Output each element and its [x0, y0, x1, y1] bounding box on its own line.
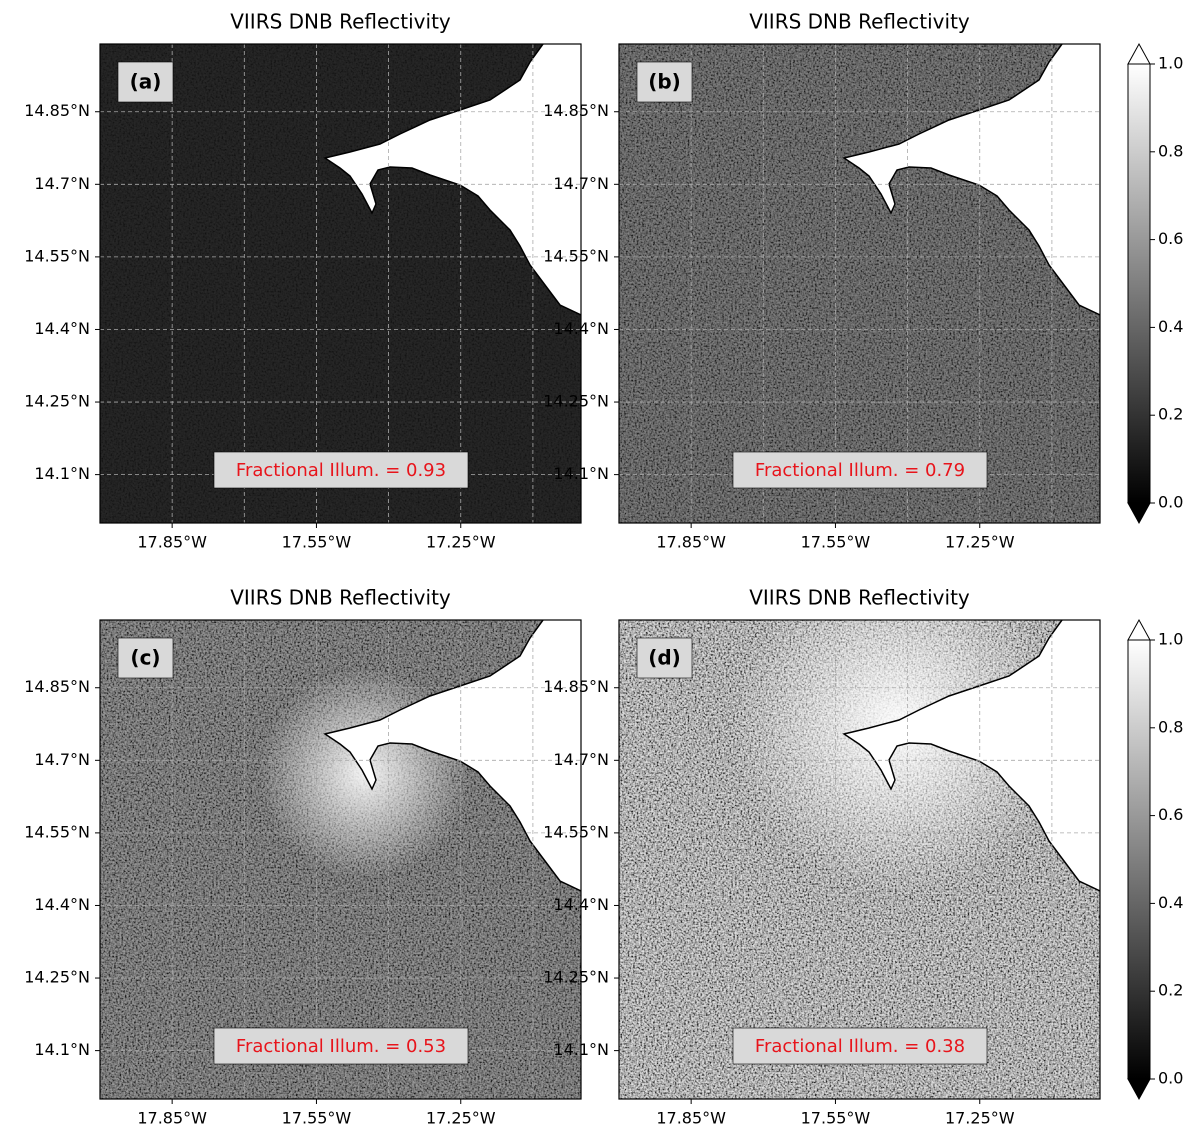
- annotation: Fractional Illum. = 0.79: [755, 460, 965, 481]
- x-tick-label: 17.25°W: [945, 533, 1015, 552]
- x-tick-label: 17.55°W: [282, 533, 352, 552]
- colorbar-tick-label: 0.8: [1158, 141, 1183, 160]
- y-tick-label: 14.1°N: [34, 464, 90, 483]
- map-panel: VIIRS DNB Reflectivity (c) Fractional Illu…: [24, 586, 582, 1128]
- panel-title: VIIRS DNB Reflectivity: [230, 10, 451, 34]
- panel-frame: [99, 43, 582, 524]
- colorbar-tick-label: 1.0: [1158, 630, 1183, 649]
- y-tick-label: 14.55°N: [24, 822, 90, 841]
- y-tick-label: 14.7°N: [553, 174, 609, 193]
- colorbar-tick-label: 0.6: [1158, 229, 1183, 248]
- y-tick-label: 14.1°N: [34, 1040, 90, 1059]
- reflectivity-image: [619, 44, 1100, 523]
- annotation-box: [213, 1027, 469, 1065]
- x-tick-label: 17.25°W: [945, 1109, 1015, 1128]
- y-tick-label: 14.25°N: [24, 968, 90, 987]
- reflectivity-image: [619, 620, 1100, 1099]
- y-tick-label: 14.25°N: [543, 968, 609, 987]
- y-tick-label: 14.85°N: [24, 677, 90, 696]
- y-tick-label: 14.1°N: [553, 1040, 609, 1059]
- coastline: [842, 44, 1100, 316]
- y-tick-label: 14.4°N: [34, 319, 90, 338]
- panel-label-box: [636, 61, 693, 103]
- panel-frame: [618, 43, 1101, 524]
- map-panel: VIIRS DNB Reflectivity (d) Fractional Illu…: [543, 586, 1101, 1128]
- colorbar-tick-label: 0.0: [1158, 493, 1183, 512]
- panel-label-box: [636, 637, 693, 679]
- panel-title: VIIRS DNB Reflectivity: [230, 586, 451, 610]
- panel-label: (b): [648, 70, 681, 94]
- annotation-box: [213, 451, 469, 489]
- colorbar-tick-label: 0.2: [1158, 981, 1183, 1000]
- y-tick-label: 14.7°N: [34, 750, 90, 769]
- x-tick-label: 17.25°W: [426, 1109, 496, 1128]
- y-tick-label: 14.1°N: [553, 464, 609, 483]
- coastline: [323, 620, 581, 892]
- y-tick-label: 14.7°N: [34, 174, 90, 193]
- x-tick-label: 17.55°W: [801, 1109, 871, 1128]
- y-tick-label: 14.85°N: [24, 101, 90, 120]
- panel-label: (a): [130, 70, 162, 94]
- x-tick-label: 17.85°W: [137, 1109, 207, 1128]
- y-tick-label: 14.7°N: [553, 750, 609, 769]
- colorbar-gradient: [1128, 640, 1150, 1079]
- x-tick-label: 17.55°W: [801, 533, 871, 552]
- colorbar-tick-label: 0.0: [1158, 1069, 1183, 1088]
- colorbar-tick-label: 0.4: [1158, 317, 1183, 336]
- panel-frame: [618, 619, 1101, 1100]
- reflectivity-image: [100, 44, 581, 523]
- colorbar-frame: [1127, 63, 1151, 504]
- colorbar-tick-label: 0.6: [1158, 805, 1183, 824]
- map-panel: VIIRS DNB Reflectivity (a) Fractional Illu…: [24, 10, 582, 552]
- colorbar: 0.0 0.2 0.4 0.6 0.8 1.0: [1127, 42, 1183, 525]
- colorbar-extend-min: [1127, 502, 1151, 525]
- y-tick-label: 14.4°N: [553, 319, 609, 338]
- colorbar-gradient: [1128, 64, 1150, 503]
- colorbar-tick-label: 0.8: [1158, 717, 1183, 736]
- coastline: [842, 620, 1100, 892]
- y-tick-label: 14.55°N: [543, 246, 609, 265]
- y-tick-label: 14.55°N: [24, 246, 90, 265]
- colorbar-extend-max: [1127, 42, 1151, 65]
- colorbar: 0.0 0.2 0.4 0.6 0.8 1.0: [1127, 618, 1183, 1101]
- y-tick-label: 14.25°N: [543, 392, 609, 411]
- x-tick-label: 17.25°W: [426, 533, 496, 552]
- colorbar-tick-label: 0.2: [1158, 405, 1183, 424]
- annotation: Fractional Illum. = 0.93: [236, 460, 446, 481]
- annotation-box: [732, 451, 988, 489]
- x-tick-label: 17.85°W: [656, 533, 726, 552]
- colorbar-extend-max: [1127, 618, 1151, 641]
- coastline: [323, 44, 581, 316]
- panel-label-box: [117, 637, 174, 679]
- y-tick-label: 14.85°N: [543, 677, 609, 696]
- annotation: Fractional Illum. = 0.53: [236, 1036, 446, 1057]
- panel-label: (d): [648, 646, 681, 670]
- y-tick-label: 14.4°N: [553, 895, 609, 914]
- x-tick-label: 17.85°W: [137, 533, 207, 552]
- map-panel: VIIRS DNB Reflectivity (b) Fractional Illu…: [543, 10, 1101, 552]
- y-tick-label: 14.55°N: [543, 822, 609, 841]
- panel-frame: [99, 619, 582, 1100]
- colorbar-frame: [1127, 639, 1151, 1080]
- panel-label-box: [117, 61, 174, 103]
- colorbar-tick-label: 1.0: [1158, 54, 1183, 73]
- reflectivity-image: [100, 620, 581, 1099]
- panel-title: VIIRS DNB Reflectivity: [749, 586, 970, 610]
- panel-label: (c): [130, 646, 160, 670]
- x-tick-label: 17.85°W: [656, 1109, 726, 1128]
- y-tick-label: 14.85°N: [543, 101, 609, 120]
- annotation-box: [732, 1027, 988, 1065]
- annotation: Fractional Illum. = 0.38: [755, 1036, 965, 1057]
- y-tick-label: 14.25°N: [24, 392, 90, 411]
- x-tick-label: 17.55°W: [282, 1109, 352, 1128]
- y-tick-label: 14.4°N: [34, 895, 90, 914]
- colorbar-tick-label: 0.4: [1158, 893, 1183, 912]
- panel-title: VIIRS DNB Reflectivity: [749, 10, 970, 34]
- colorbar-extend-min: [1127, 1078, 1151, 1101]
